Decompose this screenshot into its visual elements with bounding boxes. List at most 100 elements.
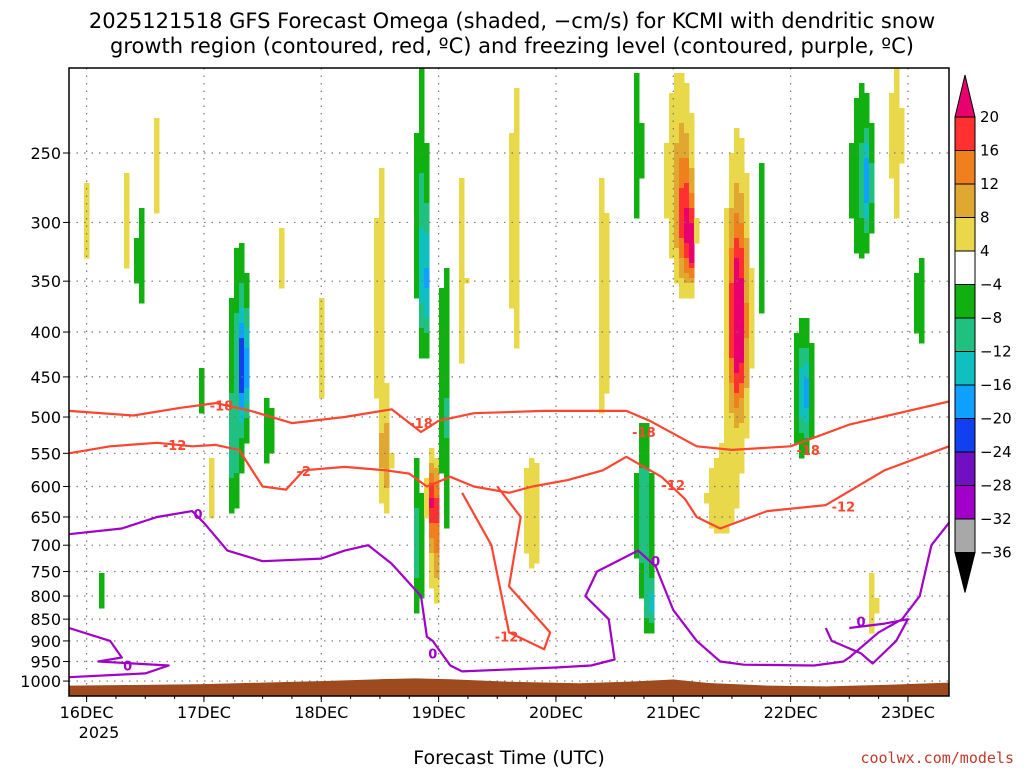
omega-cell bbox=[514, 158, 520, 164]
omega-cell bbox=[729, 163, 735, 169]
omega-cell bbox=[729, 358, 735, 364]
omega-cell bbox=[459, 188, 465, 194]
credit-text: coolwx.com/models bbox=[860, 749, 1014, 767]
omega-cell bbox=[739, 208, 745, 214]
omega-cell bbox=[379, 493, 385, 499]
omega-cell bbox=[444, 308, 450, 314]
omega-cell bbox=[514, 153, 520, 159]
omega-cell bbox=[864, 108, 870, 114]
omega-cell bbox=[669, 223, 675, 229]
omega-cell bbox=[604, 213, 610, 219]
omega-cell bbox=[864, 183, 870, 189]
omega-cell bbox=[264, 458, 270, 464]
omega-cell bbox=[139, 288, 145, 294]
omega-cell bbox=[859, 83, 865, 89]
omega-cell bbox=[739, 263, 745, 269]
omega-cell bbox=[439, 333, 445, 339]
omega-cell bbox=[444, 343, 450, 349]
omega-cell bbox=[739, 253, 745, 259]
omega-cell bbox=[809, 383, 815, 389]
omega-cell bbox=[429, 558, 435, 564]
omega-cell bbox=[429, 478, 435, 484]
omega-cell bbox=[869, 618, 875, 624]
omega-cell bbox=[379, 318, 385, 324]
omega-cell bbox=[459, 268, 465, 274]
chart-title-line-1: 2025121518 GFS Forecast Omega (shaded, −… bbox=[89, 9, 935, 33]
omega-cell bbox=[729, 333, 735, 339]
omega-cell bbox=[639, 548, 645, 554]
omega-cell bbox=[379, 458, 385, 464]
omega-cell bbox=[684, 203, 690, 209]
omega-cell bbox=[644, 583, 650, 589]
omega-cell bbox=[734, 298, 740, 304]
omega-cell bbox=[634, 138, 640, 144]
omega-cell bbox=[244, 338, 250, 344]
omega-cell bbox=[229, 463, 235, 469]
omega-cell bbox=[889, 153, 895, 159]
omega-cell bbox=[749, 293, 755, 299]
omega-cell bbox=[689, 253, 695, 259]
omega-cell bbox=[419, 253, 425, 259]
y-tick-label: 450 bbox=[30, 368, 61, 387]
omega-cell bbox=[424, 498, 430, 504]
omega-cell bbox=[424, 513, 430, 519]
omega-cell bbox=[514, 253, 520, 259]
omega-cell bbox=[799, 428, 805, 434]
omega-cell bbox=[234, 273, 240, 279]
omega-cell bbox=[379, 208, 385, 214]
omega-cell bbox=[854, 133, 860, 139]
omega-cell bbox=[729, 498, 735, 504]
omega-cell bbox=[634, 133, 640, 139]
omega-cell bbox=[444, 283, 450, 289]
omega-cell bbox=[744, 333, 750, 339]
omega-cell bbox=[444, 478, 450, 484]
omega-cell bbox=[419, 523, 425, 529]
omega-cell bbox=[374, 368, 380, 374]
omega-cell bbox=[134, 268, 140, 274]
omega-cell bbox=[799, 318, 805, 324]
omega-cell bbox=[809, 388, 815, 394]
omega-cell bbox=[434, 563, 440, 569]
omega-cell bbox=[684, 103, 690, 109]
omega-cell bbox=[689, 263, 695, 269]
omega-cell bbox=[894, 198, 900, 204]
omega-cell bbox=[744, 408, 750, 414]
omega-cell bbox=[229, 393, 235, 399]
omega-cell bbox=[644, 458, 650, 464]
omega-cell bbox=[669, 203, 675, 209]
omega-cell bbox=[919, 278, 925, 284]
omega-cell bbox=[724, 223, 730, 229]
omega-cell bbox=[514, 148, 520, 154]
omega-cell bbox=[599, 273, 605, 279]
omega-cell bbox=[739, 323, 745, 329]
omega-cell bbox=[419, 263, 425, 269]
omega-cell bbox=[724, 458, 730, 464]
omega-cell bbox=[714, 458, 720, 464]
omega-cell bbox=[229, 448, 235, 454]
omega-cell bbox=[599, 353, 605, 359]
colorbar-label: 20 bbox=[980, 108, 999, 126]
omega-cell bbox=[674, 113, 680, 119]
omega-cell bbox=[429, 528, 435, 534]
omega-cell bbox=[234, 458, 240, 464]
omega-cell bbox=[734, 153, 740, 159]
omega-cell bbox=[664, 158, 670, 164]
omega-cell bbox=[749, 323, 755, 329]
omega-cell bbox=[229, 458, 235, 464]
omega-cell bbox=[419, 218, 425, 224]
omega-cell bbox=[414, 573, 420, 579]
omega-cell bbox=[379, 313, 385, 319]
omega-cell bbox=[419, 128, 425, 134]
omega-cell bbox=[604, 233, 610, 239]
omega-cell bbox=[599, 348, 605, 354]
omega-cell bbox=[379, 243, 385, 249]
omega-cell bbox=[244, 348, 250, 354]
omega-cell bbox=[689, 258, 695, 264]
omega-cell bbox=[269, 423, 275, 429]
omega-cell bbox=[734, 383, 740, 389]
omega-cell bbox=[899, 133, 905, 139]
omega-cell bbox=[739, 383, 745, 389]
omega-cell bbox=[384, 438, 390, 444]
omega-cell bbox=[599, 383, 605, 389]
omega-cell bbox=[459, 358, 465, 364]
